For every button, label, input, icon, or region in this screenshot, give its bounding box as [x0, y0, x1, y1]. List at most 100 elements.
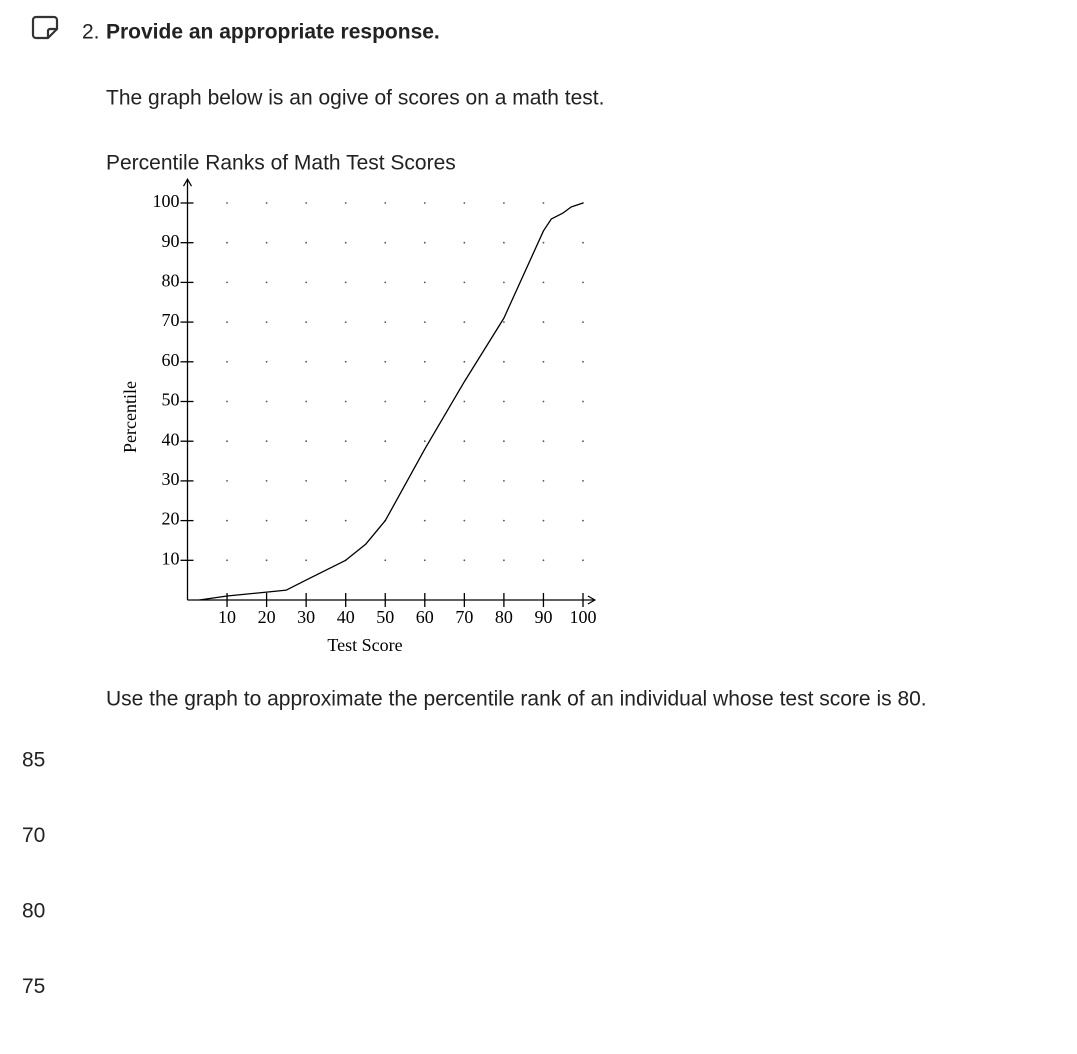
grid-dot	[582, 360, 584, 363]
grid-dot	[305, 519, 308, 522]
grid-dot	[226, 321, 228, 323]
grid-dot	[305, 480, 308, 482]
grid-dot	[265, 241, 268, 244]
grid-dot	[503, 321, 505, 323]
question-prompt: Provide an appropriate response.	[106, 21, 440, 44]
answer-option[interactable]: 85	[22, 749, 45, 772]
y-tick-label: 30	[162, 469, 180, 489]
y-tick-label: 50	[162, 390, 180, 410]
grid-dot	[265, 281, 268, 284]
chart-title: Percentile Ranks of Math Test Scores	[106, 152, 456, 175]
grid-dot	[503, 241, 505, 244]
grid-dot	[384, 241, 387, 244]
question-text: Use the graph to approximate the percent…	[106, 688, 927, 711]
x-tick-label: 10	[218, 607, 236, 627]
y-tick-label: 90	[162, 231, 180, 251]
y-tick-label: 60	[162, 350, 180, 370]
grid-dot	[226, 440, 228, 443]
grid-dot	[305, 559, 308, 562]
x-axis-arrow	[587, 595, 597, 605]
grid-dot	[344, 281, 347, 284]
grid-dot	[423, 360, 426, 363]
y-tick-label: 40	[162, 429, 180, 449]
grid-dot	[265, 360, 268, 363]
grid-dot	[384, 480, 387, 482]
x-tick-label: 20	[258, 607, 276, 627]
grid-dot	[305, 321, 308, 323]
grid-dot	[503, 360, 505, 363]
grid-dot	[265, 559, 268, 562]
grid-dot	[503, 480, 505, 482]
grid-dot	[463, 440, 466, 443]
grid-dot	[463, 360, 466, 363]
x-axis-label: Test Score	[327, 635, 402, 655]
icon-outline	[31, 15, 59, 40]
grid-dot	[423, 559, 426, 562]
grid-dot	[582, 440, 584, 443]
grid-dot	[463, 480, 466, 482]
grid-dot	[265, 321, 268, 323]
question-intro: The graph below is an ogive of scores on…	[106, 87, 604, 110]
grid-dot	[582, 321, 584, 323]
x-tick-label: 60	[416, 607, 434, 627]
grid-dot	[582, 519, 584, 522]
y-axis-label: Percentile	[120, 381, 140, 453]
grid-dot	[463, 202, 466, 204]
grid-dot	[503, 400, 505, 403]
grid-dot	[265, 480, 268, 482]
answer-option[interactable]: 80	[22, 900, 45, 923]
grid-dot	[582, 400, 584, 403]
grid-dot	[305, 360, 308, 363]
grid-dot	[305, 281, 308, 284]
answer-option[interactable]: 70	[22, 824, 45, 847]
bookmark-icon[interactable]	[31, 15, 59, 40]
grid-dot	[344, 480, 347, 482]
grid-dot	[423, 202, 426, 204]
grid-dot	[582, 559, 584, 562]
x-tick-label: 70	[455, 607, 473, 627]
grid-dot	[582, 241, 584, 244]
grid-dot	[463, 241, 466, 244]
grid-dot	[582, 281, 584, 284]
grid-dot	[226, 400, 228, 403]
icon-fold	[46, 27, 57, 38]
grid-dot	[305, 400, 308, 403]
grid-dot	[384, 360, 387, 363]
grid-dot	[463, 321, 466, 323]
grid-dot	[582, 480, 584, 482]
x-tick-label: 80	[495, 607, 513, 627]
grid-dot	[344, 241, 347, 244]
grid-dot	[423, 440, 426, 443]
grid-dot	[305, 241, 308, 244]
grid-dot	[542, 519, 545, 522]
grid-dot	[344, 440, 347, 443]
x-tick-label: 50	[376, 607, 394, 627]
grid-dot	[265, 202, 268, 204]
grid-dot	[226, 519, 228, 522]
grid-dot	[463, 400, 466, 403]
x-tick-label: 40	[337, 607, 355, 627]
y-axis-arrow	[182, 177, 193, 187]
grid-dot	[384, 440, 387, 443]
grid-dot	[542, 241, 545, 244]
grid-dot	[265, 440, 268, 443]
grid-dot	[226, 559, 228, 562]
grid-dot	[265, 519, 268, 522]
grid-dot	[344, 202, 347, 204]
grid-dot	[305, 440, 308, 443]
grid-dot	[344, 321, 347, 323]
grid-dot	[463, 281, 466, 284]
grid-dot	[542, 281, 545, 284]
grid-dot	[503, 202, 505, 204]
grid-dot	[503, 559, 505, 562]
answer-option[interactable]: 75	[22, 975, 45, 998]
grid-dot	[463, 519, 466, 522]
grid-dot	[384, 400, 387, 403]
grid-dot	[344, 519, 347, 522]
y-tick-label: 20	[162, 509, 180, 529]
grid-dot	[423, 241, 426, 244]
grid-dot	[463, 559, 466, 562]
x-tick-label: 90	[534, 607, 552, 627]
x-tick-label: 30	[297, 607, 315, 627]
